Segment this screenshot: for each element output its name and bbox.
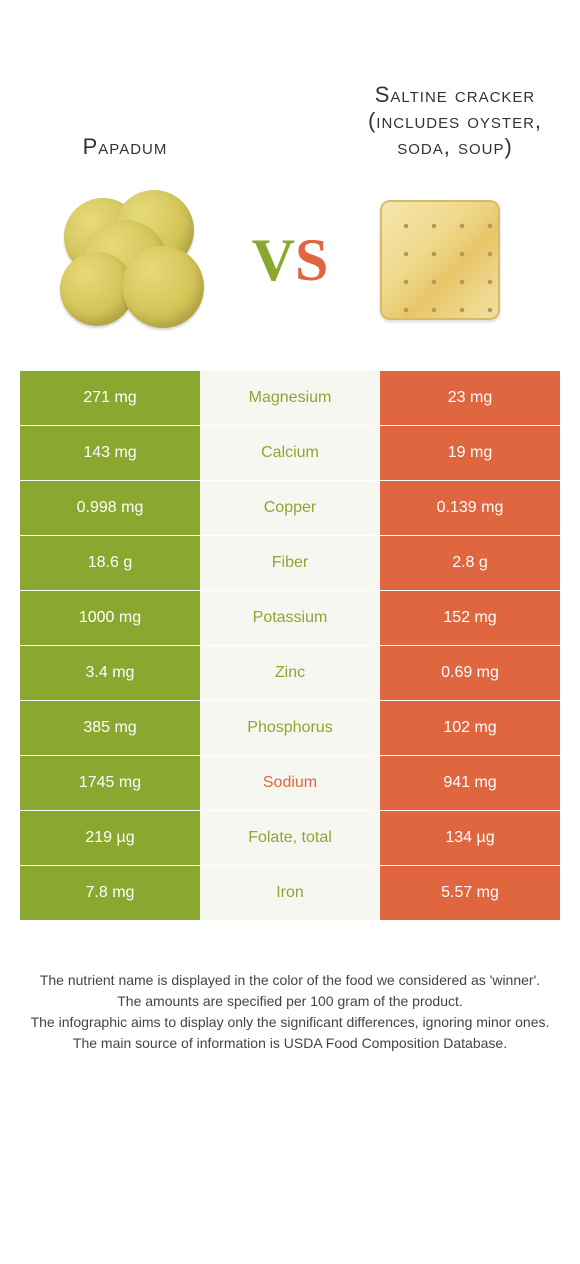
nutrient-name: Magnesium: [200, 371, 380, 425]
value-left: 385 mg: [20, 701, 200, 755]
nutrient-name: Calcium: [200, 426, 380, 480]
table-row: 3.4 mgZinc0.69 mg: [20, 645, 560, 700]
nutrient-name: Phosphorus: [200, 701, 380, 755]
footer-line: The nutrient name is displayed in the co…: [28, 970, 552, 991]
food-right-image: [350, 180, 530, 340]
footer-notes: The nutrient name is displayed in the co…: [0, 920, 580, 1054]
value-left: 271 mg: [20, 371, 200, 425]
cracker-icon: [380, 200, 500, 320]
papadum-icon: [60, 190, 220, 330]
footer-line: The infographic aims to display only the…: [28, 1012, 552, 1033]
table-row: 7.8 mgIron5.57 mg: [20, 865, 560, 920]
footer-line: The main source of information is USDA F…: [28, 1033, 552, 1054]
value-right: 0.69 mg: [380, 646, 560, 700]
food-left-title: Papadum: [20, 134, 230, 160]
value-left: 1745 mg: [20, 756, 200, 810]
value-left: 143 mg: [20, 426, 200, 480]
value-right: 152 mg: [380, 591, 560, 645]
nutrient-name: Folate, total: [200, 811, 380, 865]
table-row: 385 mgPhosphorus102 mg: [20, 700, 560, 755]
header: Papadum Saltine cracker (includes oyster…: [0, 0, 580, 170]
table-row: 219 µgFolate, total134 µg: [20, 810, 560, 865]
food-left-image: [50, 180, 230, 340]
table-row: 1745 mgSodium941 mg: [20, 755, 560, 810]
nutrient-name: Copper: [200, 481, 380, 535]
value-right: 2.8 g: [380, 536, 560, 590]
value-right: 5.57 mg: [380, 866, 560, 920]
value-left: 1000 mg: [20, 591, 200, 645]
table-row: 143 mgCalcium19 mg: [20, 425, 560, 480]
value-right: 102 mg: [380, 701, 560, 755]
vs-s: S: [295, 227, 328, 293]
table-row: 0.998 mgCopper0.139 mg: [20, 480, 560, 535]
value-right: 134 µg: [380, 811, 560, 865]
footer-line: The amounts are specified per 100 gram o…: [28, 991, 552, 1012]
table-row: 18.6 gFiber2.8 g: [20, 535, 560, 590]
value-left: 7.8 mg: [20, 866, 200, 920]
nutrient-name: Fiber: [200, 536, 380, 590]
value-left: 18.6 g: [20, 536, 200, 590]
value-right: 23 mg: [380, 371, 560, 425]
value-left: 219 µg: [20, 811, 200, 865]
nutrient-name: Iron: [200, 866, 380, 920]
value-left: 3.4 mg: [20, 646, 200, 700]
value-left: 0.998 mg: [20, 481, 200, 535]
image-row: VS: [0, 170, 580, 370]
table-row: 271 mgMagnesium23 mg: [20, 370, 560, 425]
value-right: 941 mg: [380, 756, 560, 810]
value-right: 0.139 mg: [380, 481, 560, 535]
vs-v: V: [252, 227, 295, 293]
nutrient-table: 271 mgMagnesium23 mg143 mgCalcium19 mg0.…: [0, 370, 580, 920]
nutrient-name: Sodium: [200, 756, 380, 810]
table-row: 1000 mgPotassium152 mg: [20, 590, 560, 645]
nutrient-name: Potassium: [200, 591, 380, 645]
food-right-title: Saltine cracker (includes oyster, soda, …: [350, 82, 560, 160]
value-right: 19 mg: [380, 426, 560, 480]
vs-label: VS: [230, 226, 350, 295]
nutrient-name: Zinc: [200, 646, 380, 700]
